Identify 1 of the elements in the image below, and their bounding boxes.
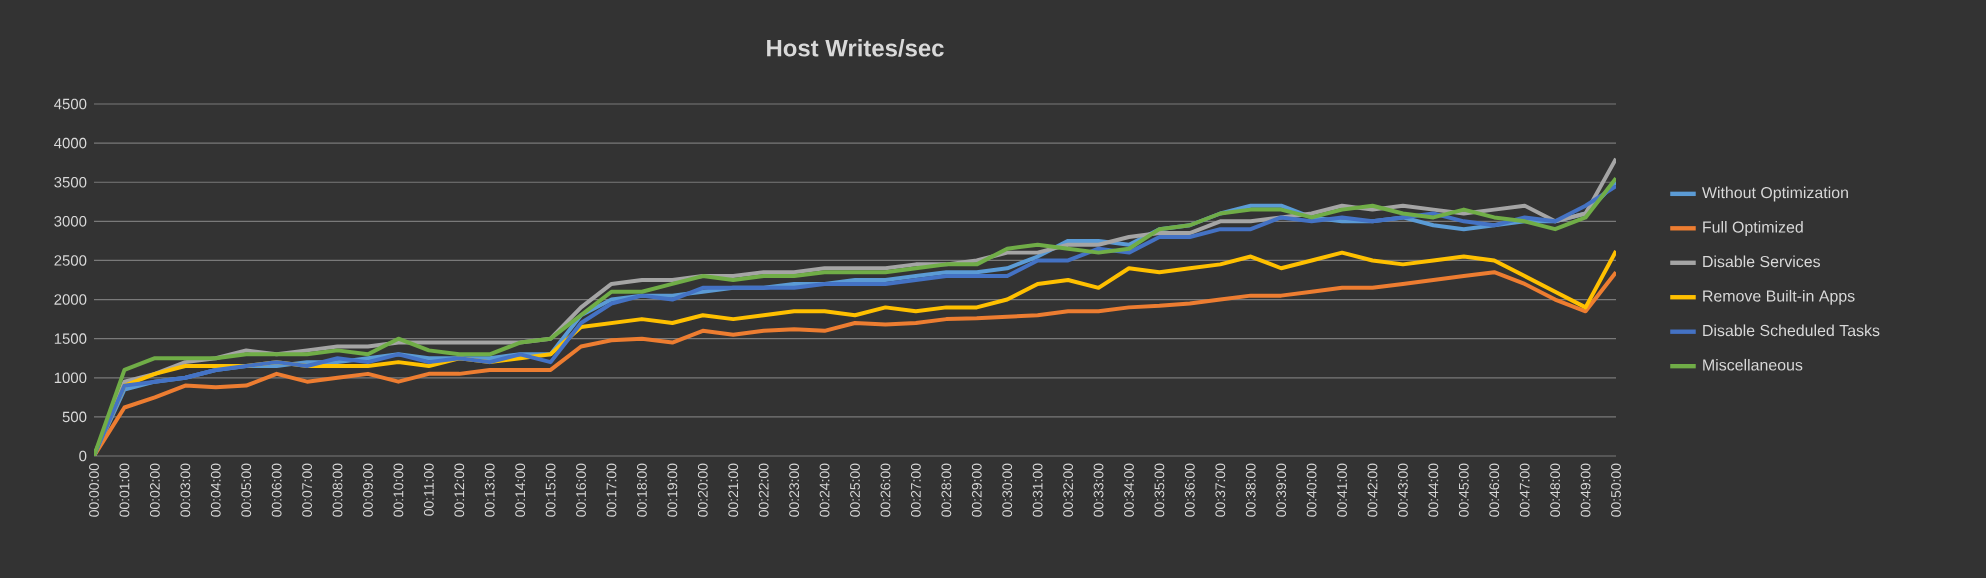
chart-title: Host Writes/sec [767,39,944,57]
